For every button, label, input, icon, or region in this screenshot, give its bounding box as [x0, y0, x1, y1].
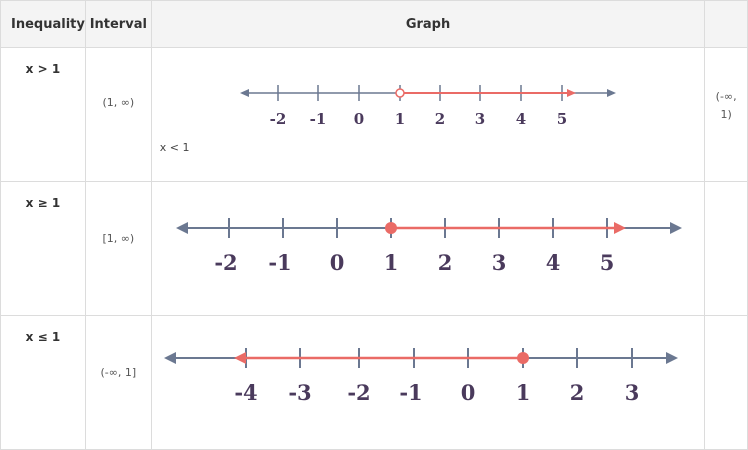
solution-arrow — [613, 222, 626, 234]
extra-cell — [704, 315, 748, 450]
interval-cell: (-∞, 1] — [84, 315, 152, 450]
tick-label: -2 — [269, 110, 286, 128]
tick-label: -4 — [234, 380, 257, 405]
axis-arrow-right — [665, 352, 678, 364]
number-line-graph: -2 -1 0 1 2 3 4 5 — [239, 85, 616, 128]
interval-text: [1, ∞) — [102, 232, 135, 245]
axis-arrow-right — [606, 89, 616, 97]
header-inequality: Inequality — [0, 0, 86, 48]
table-row: x ≤ 1 (-∞, 1] — [0, 315, 748, 450]
tick-label: 4 — [545, 250, 560, 275]
filled-circle-point — [516, 352, 529, 364]
extra-cell: (-∞, 1) — [704, 47, 748, 182]
filled-circle-point — [384, 222, 397, 234]
tick-label: 1 — [395, 110, 405, 128]
tick-label: 2 — [437, 250, 452, 275]
interval-cell: (1, ∞) — [84, 47, 152, 182]
extra-interval: (-∞, 1) — [705, 88, 747, 124]
axis-arrow-left — [175, 222, 188, 234]
solution-arrow — [233, 352, 246, 364]
tick-label: 0 — [460, 380, 475, 405]
tick-label: 4 — [516, 110, 526, 128]
tick-label: 5 — [599, 250, 614, 275]
extra-line: 1) — [720, 108, 732, 121]
tick-label: 1 — [383, 250, 398, 275]
tick-label: 5 — [557, 110, 567, 128]
extra-line: (-∞, — [715, 90, 737, 103]
inequality-note: x < 1 — [159, 141, 190, 154]
graph-cell: -4 -3 -2 -1 0 1 2 3 — [150, 315, 706, 450]
tick-label: -1 — [399, 380, 422, 405]
header-empty — [704, 0, 748, 48]
tick-label: -2 — [347, 380, 370, 405]
graph-cell: -2 -1 0 1 2 3 4 5 x < 1 — [150, 47, 706, 182]
interval-text: (-∞, 1] — [100, 366, 137, 379]
tick-label: -2 — [214, 250, 237, 275]
header-interval: Interval — [84, 0, 152, 48]
tick-label: 2 — [435, 110, 445, 128]
inequality-cell: x ≤ 1 — [0, 315, 86, 450]
axis-arrow-right — [669, 222, 682, 234]
table-row: x > 1 (1, ∞) — [0, 47, 748, 182]
inequality-cell: x > 1 — [0, 47, 86, 182]
tick-label: -1 — [309, 110, 326, 128]
inequality-cell: x ≥ 1 — [0, 181, 86, 316]
number-line-graph: -4 -3 -2 -1 0 1 2 3 — [163, 348, 678, 405]
tick-label: -1 — [268, 250, 291, 275]
interval-text: (1, ∞) — [102, 96, 135, 109]
open-circle-point — [395, 88, 405, 98]
tick-label: 3 — [475, 110, 485, 128]
tick-label: 3 — [624, 380, 639, 405]
number-line-graph: -2 -1 0 1 2 3 4 5 — [175, 218, 682, 275]
extra-cell — [704, 181, 748, 316]
header-graph: Graph — [150, 0, 706, 48]
tick-label: 2 — [569, 380, 584, 405]
tick-label: -3 — [288, 380, 311, 405]
tick-label: 1 — [515, 380, 530, 405]
tick-label: 0 — [354, 110, 364, 128]
axis-arrow-left — [163, 352, 176, 364]
table-row: x ≥ 1 [1, ∞) — [0, 181, 748, 316]
axis-arrow-left — [239, 89, 249, 97]
tick-label: 3 — [491, 250, 506, 275]
interval-cell: [1, ∞) — [84, 181, 152, 316]
tick-label: 0 — [329, 250, 344, 275]
solution-arrow — [566, 89, 576, 97]
graph-cell: -2 -1 0 1 2 3 4 5 — [150, 181, 706, 316]
